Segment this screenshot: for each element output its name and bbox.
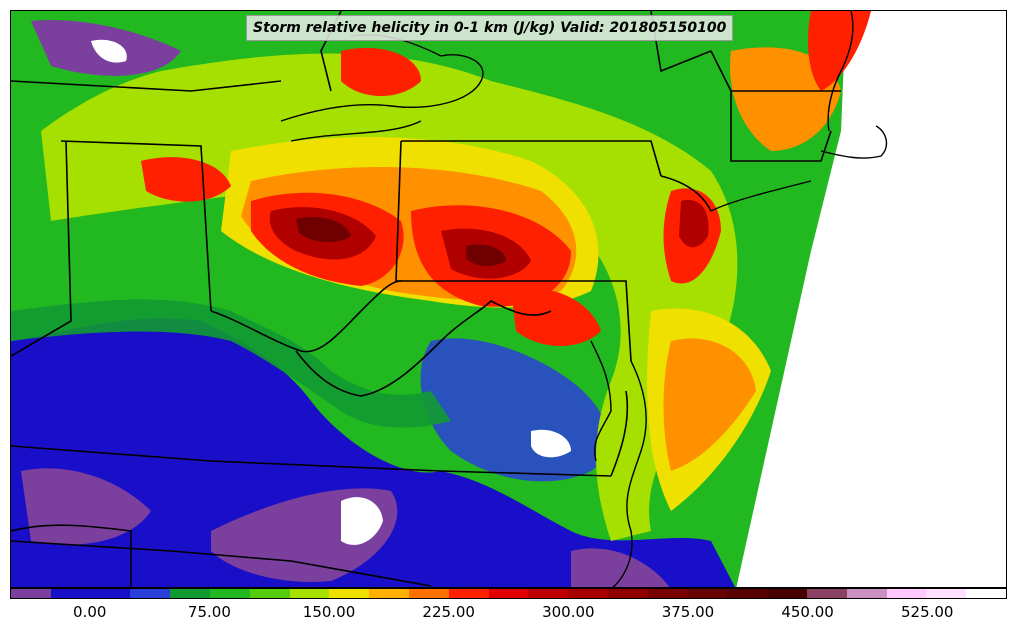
colorbar-segment	[568, 589, 608, 598]
red-zone-north	[341, 47, 421, 96]
red-zone-ne-coast	[808, 11, 871, 91]
colorbar-segment	[289, 589, 330, 598]
purple-patch-se	[571, 548, 670, 587]
colorbar-segment	[767, 589, 807, 598]
state-borders	[11, 11, 841, 587]
maroon-core-pennsylvania	[466, 244, 506, 267]
white-patch-carolina	[341, 497, 383, 545]
colorbar-tick-label: 0.00	[73, 603, 107, 621]
dark-red-core-nj	[679, 200, 709, 248]
colorbar-segment	[846, 589, 887, 598]
colorbar-segment	[130, 589, 171, 598]
colorbar-segment	[727, 589, 768, 598]
colorbar-tick-label: 75.00	[187, 603, 231, 621]
white-patch-chesapeake	[531, 429, 571, 458]
colorbar-tick-labels: 0.00 75.00 150.00 225.00 300.00 375.00 450.00 5…	[10, 600, 1007, 630]
map-panel	[10, 10, 1007, 588]
map-title: Storm relative helicity in 0-1 km (J/kg)…	[246, 15, 734, 41]
maroon-core-ohio	[296, 216, 351, 243]
colorbar-segment	[528, 589, 569, 598]
low-helicity-blue-region	[11, 318, 735, 587]
colorbar-segment	[488, 589, 529, 598]
red-zone-maryland	[511, 288, 601, 346]
colorbar-segment	[329, 589, 370, 598]
colorbar-segment	[11, 589, 51, 598]
colorbar-tick-label: 375.00	[661, 603, 715, 621]
colorbar-tick-label: 525.00	[900, 603, 954, 621]
red-zone-indiana	[141, 157, 231, 202]
colorbar-segment	[170, 589, 210, 598]
colorbar-segment	[50, 589, 91, 598]
colorbar-tick-label: 225.00	[422, 603, 475, 621]
colorbar-segment	[448, 589, 489, 598]
colorbar-segment	[607, 589, 648, 598]
colorbar-segment	[209, 589, 250, 598]
colorbar-tick-label: 450.00	[781, 603, 834, 621]
colorbar-segment	[90, 589, 131, 598]
colorbar-segment	[886, 589, 927, 598]
white-patch-nw	[91, 39, 127, 63]
no-data-region	[736, 11, 1006, 587]
colorbar-segment	[647, 589, 688, 598]
colorbar-tick-label: 300.00	[542, 603, 595, 621]
dark-green-band	[11, 299, 451, 428]
colorbar-tick-label: 150.00	[302, 603, 356, 621]
srh-contour-map	[11, 11, 1006, 587]
colorbar-segment	[687, 589, 728, 598]
colorbar-segment	[806, 589, 847, 598]
orange-zone-east	[663, 338, 756, 471]
colorbar-segment	[966, 589, 1006, 598]
colorbar-segment	[369, 589, 409, 598]
colorbar-segment	[926, 589, 967, 598]
colorbar	[10, 588, 1007, 599]
colorbar-segment	[408, 589, 449, 598]
colorbar-segment	[249, 589, 290, 598]
